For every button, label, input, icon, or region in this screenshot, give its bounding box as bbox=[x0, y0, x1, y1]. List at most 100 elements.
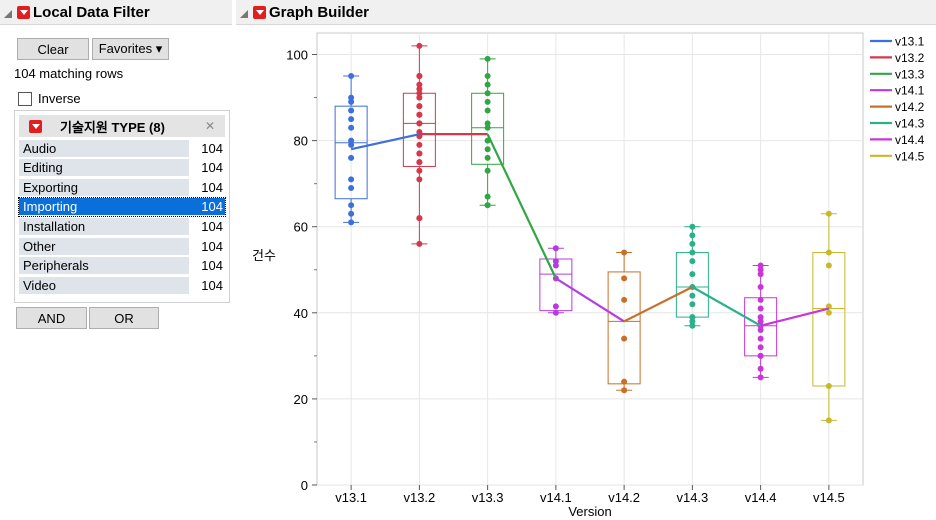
filter-item-exporting[interactable]: Exporting 104 bbox=[19, 178, 225, 196]
box-iqr bbox=[402, 92, 436, 167]
data-point bbox=[484, 90, 491, 97]
data-point bbox=[689, 258, 696, 265]
box-v14.2 bbox=[607, 249, 641, 394]
data-point bbox=[416, 81, 423, 88]
data-point bbox=[552, 275, 559, 282]
filter-item-peripherals[interactable]: Peripherals 104 bbox=[19, 257, 225, 275]
favorites-dropdown[interactable]: Favorites ▾ bbox=[92, 38, 169, 60]
box-v14.4 bbox=[744, 262, 778, 381]
data-point bbox=[621, 275, 628, 282]
filter-panel-title: Local Data Filter bbox=[33, 3, 150, 21]
data-point bbox=[825, 262, 832, 269]
filter-item-installation[interactable]: Installation 104 bbox=[19, 217, 225, 235]
filter-item-importing[interactable]: Importing 104 bbox=[18, 196, 226, 217]
data-point bbox=[825, 309, 832, 316]
x-tick-label: v14.5 bbox=[813, 490, 845, 505]
mean-line-segment bbox=[691, 286, 762, 327]
filter-item-other[interactable]: Other 104 bbox=[19, 237, 225, 255]
filter-item-count: 104 bbox=[201, 258, 223, 274]
data-point bbox=[416, 103, 423, 110]
data-point bbox=[757, 318, 764, 325]
filter-item-label: Peripherals bbox=[19, 257, 190, 275]
data-point bbox=[757, 352, 764, 359]
filter-panel-header: Local Data Filter bbox=[0, 0, 232, 25]
close-icon[interactable]: ✕ bbox=[204, 119, 215, 133]
data-point bbox=[757, 296, 764, 303]
data-point bbox=[348, 107, 355, 114]
box-v14.3 bbox=[675, 223, 709, 329]
data-point bbox=[484, 73, 491, 80]
data-point bbox=[416, 90, 423, 97]
data-point bbox=[416, 176, 423, 183]
inverse-checkbox[interactable] bbox=[18, 91, 32, 106]
data-point bbox=[348, 98, 355, 105]
data-point bbox=[484, 137, 491, 144]
or-button[interactable]: OR bbox=[89, 307, 159, 329]
x-tick-label: v13.3 bbox=[472, 490, 504, 505]
data-point bbox=[689, 322, 696, 329]
box-iqr bbox=[607, 271, 641, 385]
x-tick-label: v14.1 bbox=[540, 490, 572, 505]
data-point bbox=[689, 314, 696, 321]
y-tick-label: 60 bbox=[294, 220, 308, 235]
data-point bbox=[416, 150, 423, 157]
legend-label: v13.1 bbox=[895, 35, 925, 49]
data-point bbox=[621, 249, 628, 256]
data-point bbox=[825, 249, 832, 256]
data-point bbox=[757, 327, 764, 334]
data-point bbox=[416, 73, 423, 80]
data-point bbox=[348, 176, 355, 183]
data-point bbox=[757, 344, 764, 351]
collapse-triangle-icon[interactable] bbox=[239, 7, 249, 18]
filter-item-video[interactable]: Video 104 bbox=[19, 276, 225, 294]
data-point bbox=[552, 262, 559, 269]
data-point bbox=[348, 137, 355, 144]
x-tick-label: v14.4 bbox=[745, 490, 777, 505]
data-point bbox=[416, 111, 423, 118]
data-point bbox=[348, 73, 355, 80]
data-point bbox=[484, 167, 491, 174]
data-point bbox=[757, 271, 764, 278]
y-tick-label: 100 bbox=[286, 48, 308, 63]
clear-button[interactable]: Clear bbox=[17, 38, 89, 60]
data-point bbox=[348, 202, 355, 209]
data-point bbox=[689, 283, 696, 290]
box-v13.1 bbox=[334, 73, 368, 226]
data-point bbox=[825, 382, 832, 389]
mean-line-segment bbox=[486, 133, 557, 279]
data-point bbox=[484, 81, 491, 88]
filter-item-count: 104 bbox=[201, 140, 223, 156]
filter-item-audio[interactable]: Audio 104 bbox=[19, 139, 225, 157]
data-point bbox=[757, 335, 764, 342]
legend-label: v14.3 bbox=[895, 117, 925, 131]
and-button[interactable]: AND bbox=[16, 307, 87, 329]
data-point bbox=[757, 266, 764, 273]
legend-label: v14.4 bbox=[895, 133, 925, 147]
column-menu-icon[interactable] bbox=[29, 119, 42, 133]
data-point bbox=[552, 309, 559, 316]
filter-item-count: 104 bbox=[201, 277, 223, 293]
filter-item-label: Exporting bbox=[19, 178, 190, 196]
y-tick-label: 40 bbox=[294, 306, 308, 321]
data-point bbox=[484, 154, 491, 161]
data-point bbox=[552, 303, 559, 310]
box-v13.2 bbox=[402, 42, 436, 247]
data-point bbox=[416, 150, 423, 157]
y-tick-label: 20 bbox=[294, 392, 308, 407]
inverse-checkbox-row[interactable]: Inverse bbox=[18, 91, 81, 106]
box-iqr bbox=[675, 252, 709, 318]
collapse-triangle-icon[interactable] bbox=[3, 7, 13, 18]
data-point bbox=[416, 159, 423, 166]
y-tick-label: 0 bbox=[301, 478, 308, 493]
data-point bbox=[416, 103, 423, 110]
data-point bbox=[757, 262, 764, 269]
graph-menu-icon[interactable] bbox=[253, 5, 266, 19]
x-tick-label: v14.3 bbox=[676, 490, 708, 505]
filter-item-label: Video bbox=[19, 276, 190, 294]
filter-item-editing[interactable]: Editing 104 bbox=[19, 159, 225, 177]
filter-menu-icon[interactable] bbox=[17, 5, 30, 19]
data-point bbox=[689, 314, 696, 321]
data-point bbox=[416, 133, 423, 140]
data-point bbox=[689, 223, 696, 230]
box-iqr bbox=[744, 297, 778, 357]
